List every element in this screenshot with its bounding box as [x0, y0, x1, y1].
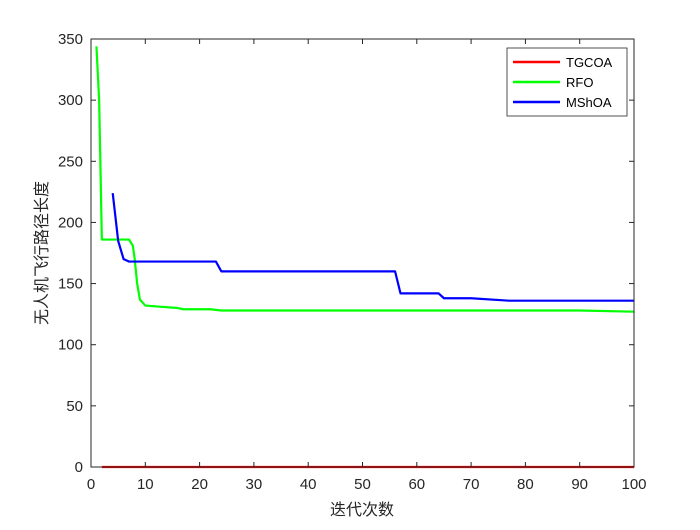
legend-label-tgcoa: TGCOA	[566, 55, 613, 70]
x-tick-label: 40	[300, 476, 317, 493]
series-line-rfo	[95, 46, 635, 313]
tick-layer: 0 10 20 30 40 50 60 70 80 90 100 0 50 100 150 200 250 300…	[58, 31, 647, 493]
x-axis-label: 迭代次数	[330, 500, 394, 519]
y-tick-label: 50	[66, 398, 83, 415]
x-tick-label: 50	[354, 476, 371, 493]
y-tick-label: 200	[58, 214, 83, 231]
y-tick-label: 150	[58, 276, 83, 293]
x-tick-label: 100	[621, 476, 646, 493]
series-line-mshoa	[111, 192, 634, 302]
y-axis-label: 无人机飞行路径长度	[32, 181, 51, 325]
y-tick-label: 250	[58, 153, 83, 170]
x-tick-label: 80	[517, 476, 534, 493]
y-tick-label: 100	[58, 337, 83, 354]
x-tick-label: 60	[408, 476, 425, 493]
legend-label-mshoa: MShOA	[566, 95, 612, 110]
y-tick-label: 300	[58, 92, 83, 109]
x-tick-label: 30	[246, 476, 263, 493]
x-tick-label: 10	[137, 476, 154, 493]
legend: TGCOA RFO MShOA	[506, 47, 628, 117]
y-tick-label: 350	[58, 31, 83, 48]
legend-label-rfo: RFO	[566, 75, 593, 90]
x-tick-label: 90	[571, 476, 588, 493]
x-tick-label: 70	[463, 476, 480, 493]
x-tick-label: 20	[191, 476, 208, 493]
y-tick-label: 0	[75, 459, 83, 476]
x-tick-label: 0	[87, 476, 95, 493]
